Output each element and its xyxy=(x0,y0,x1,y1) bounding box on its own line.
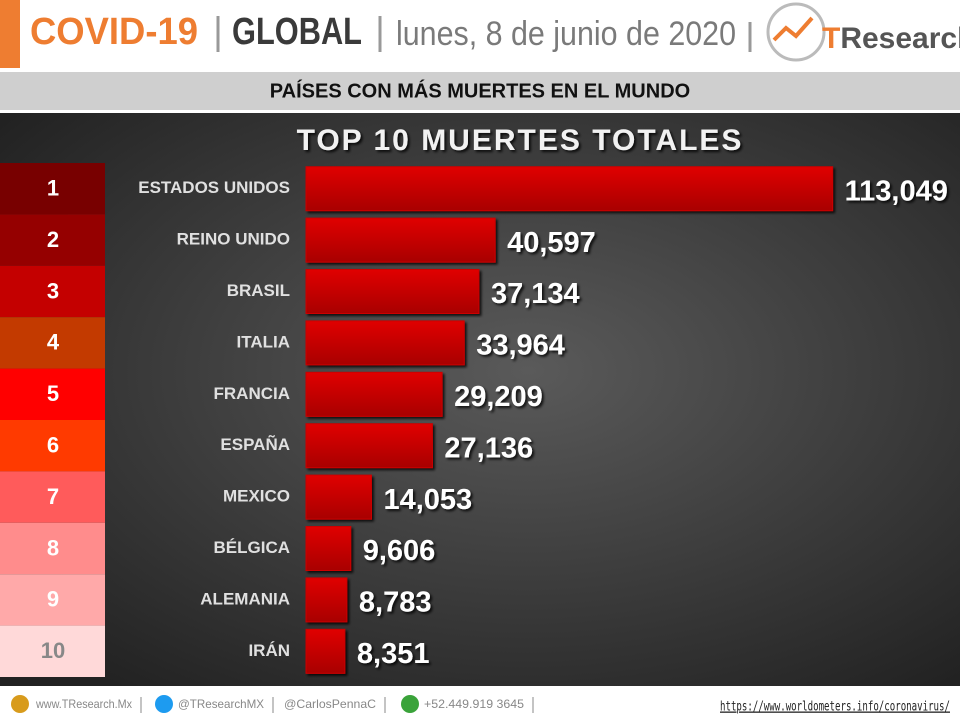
rank: 7 xyxy=(47,484,59,509)
category-label: MEXICO xyxy=(223,487,290,506)
category-label: BÉLGICA xyxy=(214,538,291,557)
rank: 4 xyxy=(47,330,60,355)
rank-box xyxy=(0,214,105,266)
bar xyxy=(305,628,346,674)
footer-item: www.TResearch.Mx xyxy=(35,697,132,711)
rank: 2 xyxy=(47,227,59,252)
category-label: BRASIL xyxy=(227,281,290,300)
source-link[interactable]: https://www.worldometers.info/coronaviru… xyxy=(720,700,950,715)
bar xyxy=(305,577,348,623)
logo-t: T xyxy=(822,22,840,55)
rank: 3 xyxy=(47,278,59,303)
bar xyxy=(305,526,352,571)
footer-item: @TResearchMX xyxy=(178,697,264,711)
logo: TResearch xyxy=(822,22,960,55)
rank-box xyxy=(0,574,105,626)
footer-item: +52.449.919 3645 xyxy=(424,697,524,711)
rank-box xyxy=(0,265,105,318)
rank-box xyxy=(0,471,105,523)
bar xyxy=(305,423,433,469)
bar xyxy=(305,166,834,212)
category-label: REINO UNIDO xyxy=(177,230,290,249)
footer: www.TResearch.Mx @TResearchMX @CarlosPenna… xyxy=(35,697,534,713)
value-label: 40,597 xyxy=(507,227,596,259)
logo-ring xyxy=(766,2,826,62)
bar xyxy=(305,269,480,314)
rank-box xyxy=(0,420,105,472)
footer-item: @CarlosPennaC xyxy=(284,697,376,711)
rank-box xyxy=(0,625,105,677)
rank-box xyxy=(0,368,105,420)
bar xyxy=(305,217,496,263)
subtitle: PAÍSES CON MÁS MUERTES EN EL MUNDO xyxy=(270,79,690,102)
rank: 9 xyxy=(47,587,59,612)
category-label: ITALIA xyxy=(236,332,290,351)
value-label: 27,136 xyxy=(444,432,533,464)
rank: 6 xyxy=(47,433,59,458)
value-label: 29,209 xyxy=(454,381,543,413)
phone-icon xyxy=(401,695,419,713)
bar xyxy=(305,320,465,366)
value-label: 37,134 xyxy=(491,278,580,310)
rank-box xyxy=(0,522,105,575)
rank: 1 xyxy=(47,176,59,201)
title-covid: COVID-19 xyxy=(30,11,198,53)
category-label: ALEMANIA xyxy=(200,589,290,608)
value-label: 113,049 xyxy=(845,175,948,207)
category-label: ESPAÑA xyxy=(220,434,290,454)
twitter-icon xyxy=(155,695,173,713)
value-label: 9,606 xyxy=(363,535,436,567)
category-label: IRÁN xyxy=(248,641,290,660)
value-label: 8,351 xyxy=(357,638,430,670)
rank: 5 xyxy=(47,381,59,406)
value-label: 8,783 xyxy=(359,587,432,619)
title-date: lunes, 8 de junio de 2020 xyxy=(396,15,736,53)
web-icon xyxy=(11,695,29,713)
logo-arrow xyxy=(772,16,814,42)
category-label: FRANCIA xyxy=(214,384,291,403)
rank: 8 xyxy=(47,535,59,560)
value-label: 33,964 xyxy=(476,330,565,362)
subtitle-band xyxy=(0,72,960,110)
bar xyxy=(305,474,372,520)
rank-box xyxy=(0,163,105,215)
chart-title: TOP 10 MUERTES TOTALES xyxy=(297,124,744,157)
rank: 10 xyxy=(41,638,65,663)
logo-rest: Research xyxy=(840,22,960,55)
rank-box xyxy=(0,317,105,369)
accent-bar xyxy=(0,0,20,68)
value-label: 14,053 xyxy=(383,484,472,516)
category-label: ESTADOS UNIDOS xyxy=(138,178,290,197)
plot: 1 ESTADOS UNIDOS 113,049 2 REINO UNIDO 40,597… xyxy=(0,163,948,677)
bar xyxy=(305,371,443,417)
title-global: GLOBAL xyxy=(232,11,362,53)
